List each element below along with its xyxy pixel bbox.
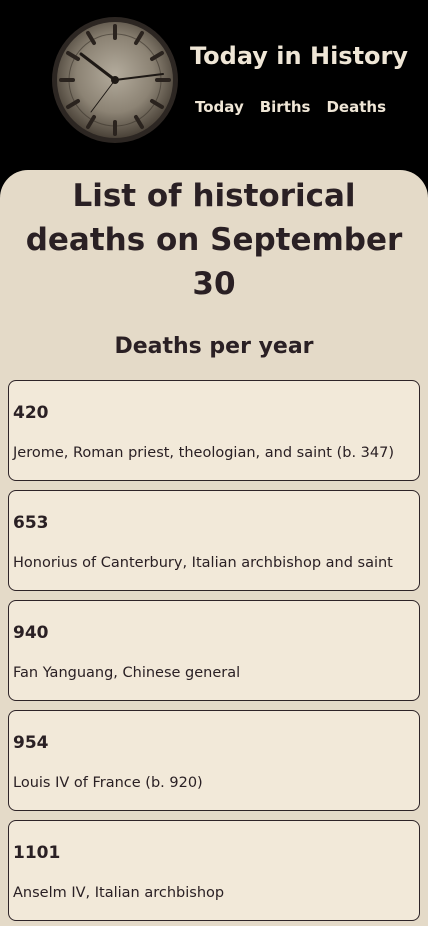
nav-link-today[interactable]: Today [195, 98, 244, 116]
entry-year: 940 [13, 623, 49, 643]
section-title: Deaths per year [114, 334, 314, 359]
main-nav: Today Births Deaths [195, 98, 386, 116]
death-entry-card[interactable]: 420 Jerome, Roman priest, theologian, an… [8, 380, 420, 481]
entry-year: 653 [13, 513, 49, 533]
site-title[interactable]: Today in History [190, 42, 409, 70]
page-title: List of historical deaths on September 3… [25, 178, 403, 302]
site-header: Today in History Today Births Deaths [0, 0, 428, 170]
entry-description: Fan Yanguang, Chinese general [13, 665, 241, 681]
death-entry-card[interactable]: 954 Louis IV of France (b. 920) [8, 710, 420, 811]
entry-description: Honorius of Canterbury, Italian archbish… [13, 555, 393, 571]
entry-year: 420 [13, 403, 49, 423]
death-entry-card[interactable]: 1101 Anselm IV, Italian archbishop [8, 820, 420, 921]
entry-description: Louis IV of France (b. 920) [13, 775, 203, 791]
entry-year: 1101 [13, 843, 61, 863]
content-area: List of historical deaths on September 3… [0, 170, 428, 926]
entry-year: 954 [13, 733, 49, 753]
nav-link-births[interactable]: Births [259, 98, 311, 116]
deaths-list: 420 Jerome, Roman priest, theologian, an… [0, 380, 428, 926]
entry-description: Anselm IV, Italian archbishop [13, 885, 225, 901]
vintage-clock-icon[interactable] [51, 16, 179, 144]
death-entry-card[interactable]: 940 Fan Yanguang, Chinese general [8, 600, 420, 701]
entry-description: Jerome, Roman priest, theologian, and sa… [13, 445, 395, 461]
death-entry-card[interactable]: 653 Honorius of Canterbury, Italian arch… [8, 490, 420, 591]
nav-link-deaths[interactable]: Deaths [326, 98, 387, 116]
